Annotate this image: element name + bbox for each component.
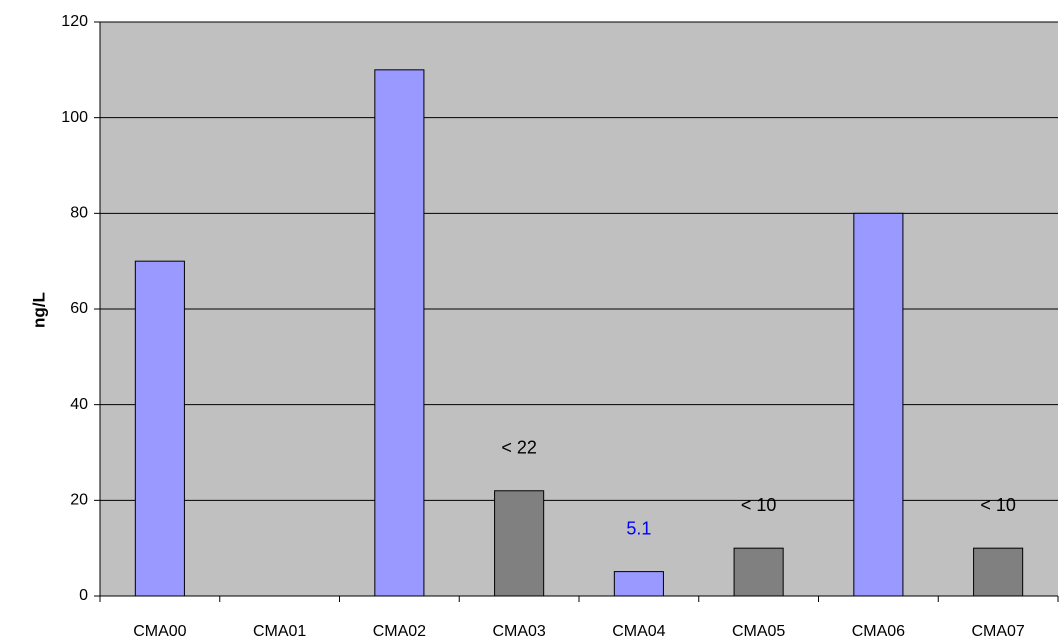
x-tick-label: CMA00 bbox=[133, 623, 186, 639]
bar bbox=[374, 69, 425, 597]
x-tick-label: CMA05 bbox=[732, 623, 785, 639]
bar bbox=[733, 547, 784, 597]
data-label: < 10 bbox=[980, 495, 1016, 515]
bar bbox=[973, 547, 1024, 597]
x-tick-label: CMA06 bbox=[852, 623, 905, 639]
bar bbox=[613, 571, 664, 597]
bar bbox=[853, 212, 904, 597]
y-tick-label: 40 bbox=[70, 396, 88, 413]
data-label: < 22 bbox=[501, 438, 537, 458]
y-tick-label: 0 bbox=[79, 587, 88, 604]
y-axis-label: ng/L bbox=[29, 292, 48, 328]
y-tick-label: 100 bbox=[61, 109, 88, 126]
y-tick-label: 60 bbox=[70, 300, 88, 317]
x-tick-label: CMA03 bbox=[492, 623, 545, 639]
bar bbox=[494, 490, 545, 597]
x-tick-label: CMA04 bbox=[612, 623, 665, 639]
x-tick-label: CMA02 bbox=[373, 623, 426, 639]
y-tick-label: 80 bbox=[70, 205, 88, 222]
bar bbox=[134, 260, 185, 597]
y-tick-label: 20 bbox=[70, 492, 88, 509]
data-label: 5.1 bbox=[626, 518, 651, 538]
x-tick-label: CMA01 bbox=[253, 623, 306, 639]
y-tick-label: 120 bbox=[61, 13, 88, 30]
data-label: < 10 bbox=[741, 495, 777, 515]
x-tick-label: CMA07 bbox=[971, 623, 1024, 639]
